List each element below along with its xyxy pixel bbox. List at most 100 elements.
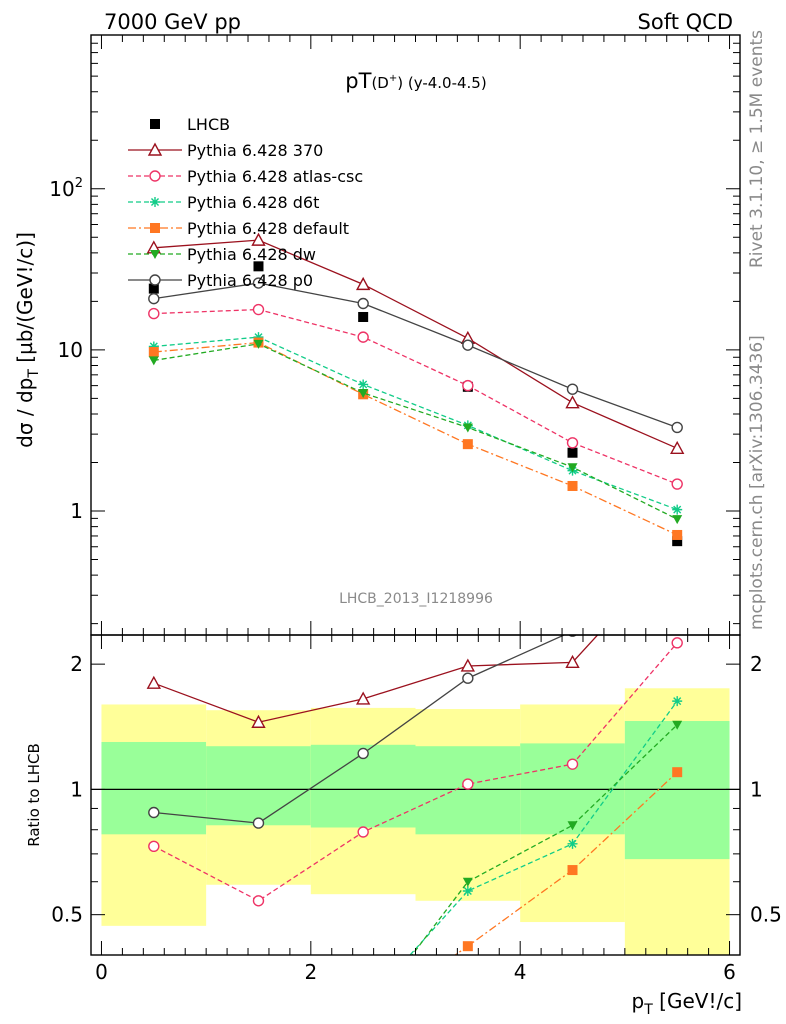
- uncertainty-band-inner: [101, 741, 207, 835]
- ratio-point: [671, 637, 683, 649]
- data-point: [672, 504, 683, 515]
- data-point: [358, 311, 369, 322]
- ratio-point: [148, 806, 160, 819]
- legend-marker: [150, 223, 160, 233]
- data-point: [253, 339, 264, 349]
- rivet-label: Rivet 3.1.10, ≥ 1.5M events: [747, 30, 767, 268]
- data-point: [251, 232, 266, 246]
- ratio-line-pythia-6-428-p0: [153, 635, 566, 824]
- data-point: [148, 341, 159, 352]
- series-line-pythia-6-428-d6t: [153, 336, 678, 511]
- data-point: [462, 439, 473, 450]
- data-point: [357, 297, 369, 310]
- uncertainty-band-inner: [206, 746, 311, 826]
- ratio-point: [462, 672, 474, 684]
- ratio-point: [567, 865, 578, 876]
- x-tick-label: 0: [95, 960, 108, 984]
- data-point: [252, 277, 265, 289]
- series-line-pythia-6-428-p0: [153, 282, 678, 429]
- ratio-point: [672, 696, 683, 707]
- legend-entry: Pythia 6.428 default: [187, 219, 349, 238]
- data-point: [567, 447, 578, 458]
- ratio-point: [567, 821, 578, 831]
- legend-marker: [150, 250, 160, 259]
- legend-entry: LHCB: [187, 115, 230, 134]
- ratio-point: [251, 714, 266, 728]
- x-tick-label: 2: [304, 960, 317, 984]
- legend-marker: [147, 142, 163, 156]
- ratio-line-pythia-6-428-atlas-csc: [153, 642, 678, 902]
- ratio-point: [462, 885, 473, 896]
- data-point: [148, 292, 160, 305]
- ratio-point: [357, 747, 369, 760]
- ratio-y-axis-label: Ratio to LHCB: [25, 743, 43, 847]
- data-point: [672, 515, 683, 525]
- ratio-plot-frame: [90, 634, 741, 956]
- ratio-point: [146, 675, 161, 689]
- legend-marker: [150, 197, 160, 207]
- main-y-axis-label: dσ / dpT [µb/(GeV!/c)]: [13, 232, 42, 448]
- legend: LHCB Pythia 6.428 370 Pythia 6.428 atlas-c…: [128, 115, 363, 290]
- data-point: [148, 307, 160, 320]
- data-point: [357, 331, 369, 343]
- uncertainty-band-inner: [624, 721, 730, 860]
- ratio-line-pythia-6-428-370: [153, 635, 599, 723]
- ratio-y-tick-label-right: 2: [750, 652, 763, 676]
- header-left: 7000 GeV pp: [104, 10, 241, 34]
- y-tick-label: 1: [70, 499, 83, 523]
- data-point: [567, 463, 578, 473]
- series-line-pythia-6-428-default: [153, 341, 678, 536]
- ratio-point: [462, 941, 473, 952]
- data-point: [253, 261, 264, 272]
- legend-entry: Pythia 6.428 atlas-csc: [187, 167, 363, 186]
- data-point: [671, 421, 683, 434]
- ratio-point: [252, 895, 265, 907]
- uncertainty-band-inner: [415, 746, 521, 835]
- series-line-pythia-6-428-dw: [153, 343, 678, 520]
- data-point: [148, 356, 159, 366]
- legend-marker: [150, 119, 160, 129]
- ratio-y-tick-label: 2: [70, 652, 83, 676]
- data-point: [567, 480, 578, 491]
- data-point: [462, 339, 474, 351]
- y-tick-label: 10: [58, 338, 83, 362]
- data-point: [462, 423, 473, 433]
- mcplots-label: mcplots.cern.ch [arXiv:1306.3436]: [747, 335, 767, 630]
- ratio-point: [355, 691, 371, 705]
- ratio-point: [460, 658, 476, 672]
- data-point: [566, 437, 579, 449]
- ratio-y-tick-label: 0.5: [51, 903, 83, 927]
- ratio-point: [672, 720, 683, 730]
- legend-entry: Pythia 6.428 d6t: [187, 193, 319, 212]
- ratio-y-tick-label-right: 1: [750, 777, 763, 801]
- legend-marker: [149, 170, 161, 182]
- data-point: [253, 332, 264, 343]
- ratio-point: [565, 654, 580, 669]
- ratio-point: [252, 817, 265, 829]
- legend-entry: Pythia 6.428 dw: [187, 245, 316, 264]
- ratio-point: [566, 758, 579, 770]
- ratio-point: [462, 778, 474, 790]
- ratio-point: [567, 838, 578, 849]
- data-point: [462, 379, 474, 392]
- legend-entry: Pythia 6.428 370: [187, 141, 323, 160]
- ratio-y-tick-label: 1: [70, 777, 83, 801]
- series-line-pythia-6-428-370: [153, 239, 678, 449]
- data-point: [670, 440, 685, 455]
- ratio-point: [357, 826, 369, 838]
- data-point: [672, 536, 683, 547]
- ratio-point: [462, 877, 473, 887]
- data-point: [671, 478, 683, 490]
- legend-entry: Pythia 6.428 p0: [187, 271, 313, 290]
- x-tick-label: 4: [514, 960, 527, 984]
- data-point: [358, 388, 369, 398]
- data-point: [148, 283, 159, 294]
- analysis-label: LHCB_2013_I1218996: [339, 591, 493, 607]
- ratio-point: [148, 840, 160, 852]
- series-line-pythia-6-428-atlas-csc: [153, 308, 678, 485]
- ratio-point: [149, 959, 159, 969]
- header-right: Soft QCD: [638, 10, 733, 34]
- ratio-point: [672, 767, 683, 778]
- data-point: [565, 395, 580, 409]
